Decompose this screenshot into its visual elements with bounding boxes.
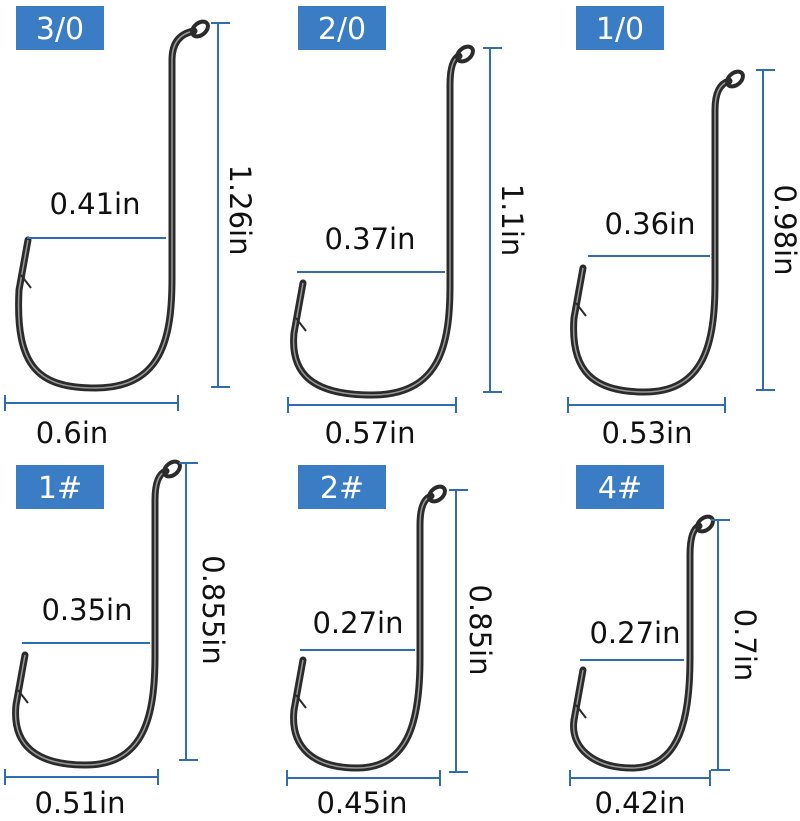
hook-5: 2# 0.85in 0.27in 0.45in (286, 465, 497, 820)
length-label: 0.85in (463, 584, 497, 675)
width-label: 0.42in (594, 786, 685, 820)
size-label-box (16, 6, 104, 50)
length-label: 0.98in (768, 184, 800, 275)
length-label: 1.26in (223, 164, 257, 255)
gap-label: 0.35in (41, 593, 132, 627)
length-label: 1.1in (495, 184, 529, 257)
size-label-box (16, 465, 104, 509)
gap-label: 0.41in (49, 187, 140, 221)
hook-barb (295, 694, 307, 709)
hook-eye (190, 19, 210, 39)
hook-highlight (292, 495, 432, 769)
hook-4: 1# 0.855in 0.35in 0.51in (4, 459, 230, 820)
hook-barb (295, 317, 307, 332)
hook-barb (20, 274, 32, 289)
length-label: 0.7in (728, 609, 762, 682)
hook-6: 4# 0.7in 0.27in 0.42in (569, 465, 762, 820)
size-label: 1# (38, 471, 82, 506)
width-label: 0.45in (316, 786, 407, 820)
size-label-box (576, 465, 664, 509)
width-label: 0.57in (324, 416, 415, 450)
size-label-box (298, 6, 386, 50)
hook-eye (162, 459, 182, 479)
hook-eye (725, 69, 745, 89)
width-label: 0.53in (601, 416, 692, 450)
width-label: 0.51in (34, 786, 125, 820)
size-label: 2/0 (318, 12, 366, 47)
gap-label: 0.36in (604, 207, 695, 241)
size-label: 4# (598, 471, 642, 506)
hook-eye (695, 514, 715, 534)
hook-barb (17, 689, 29, 704)
size-label: 2# (320, 471, 364, 506)
gap-label: 0.37in (324, 222, 415, 256)
size-label-box (576, 6, 664, 50)
size-label: 3/0 (36, 12, 84, 47)
gap-label: 0.27in (312, 606, 403, 640)
hook-1: 3/0 1.26in 0.41in 0.6in (4, 6, 257, 450)
hook-highlight (572, 80, 730, 393)
hook-barb (575, 704, 587, 719)
hook-highlight (17, 30, 195, 389)
hook-eye (427, 484, 447, 504)
gap-label: 0.27in (589, 616, 680, 650)
hook-3: 1/0 0.98in 0.36in 0.53in (567, 6, 800, 450)
size-label: 1/0 (596, 12, 644, 47)
length-label: 0.855in (196, 555, 230, 664)
hook-highlight (14, 470, 167, 766)
hook-barb (575, 302, 587, 317)
size-label-box (298, 465, 386, 509)
hook-2: 2/0 1.1in 0.37in 0.57in (287, 6, 529, 450)
width-label: 0.6in (36, 416, 109, 450)
hook-highlight (572, 525, 700, 769)
hook-eye (455, 44, 475, 64)
hook-highlight (292, 55, 460, 396)
